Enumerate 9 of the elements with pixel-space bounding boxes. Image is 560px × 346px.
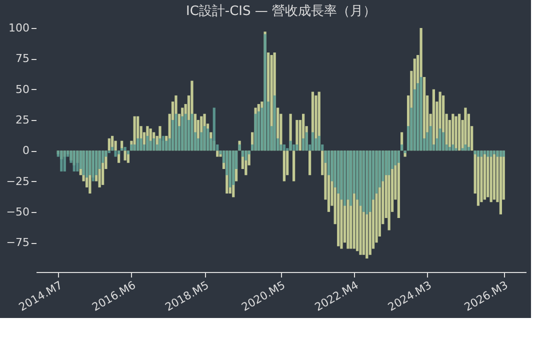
chart-title: IC設計-CIS — 營收成長率（月） [186, 3, 376, 19]
y-tick-label: 100 [8, 22, 30, 34]
y-tick-label: 50 [16, 82, 30, 96]
y-tick-label: −50 [6, 205, 30, 218]
y-tick-label: 0 [22, 144, 30, 158]
y-tick-label: 25 [16, 113, 30, 126]
y-tick-label: −75 [6, 236, 30, 250]
y-tick-label: 75 [16, 52, 30, 66]
y-tick-label: −25 [6, 174, 30, 188]
